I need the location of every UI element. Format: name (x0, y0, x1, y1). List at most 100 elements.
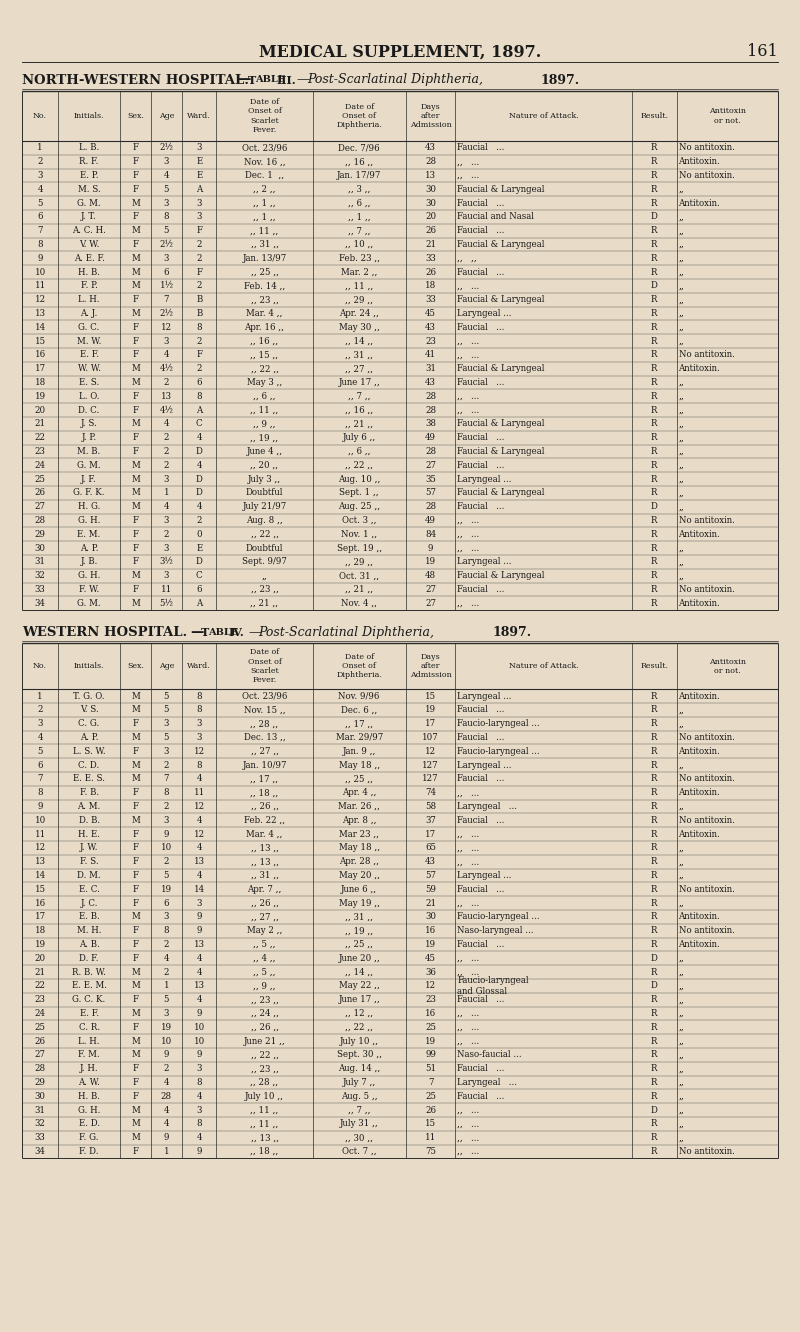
Text: 3: 3 (197, 212, 202, 221)
Text: Faucial   ...: Faucial ... (458, 733, 505, 742)
Text: ,,   ,,: ,, ,, (458, 254, 478, 262)
Text: 2: 2 (164, 858, 170, 866)
Text: 26: 26 (425, 226, 436, 236)
Text: Apr. 16 ,,: Apr. 16 ,, (245, 322, 285, 332)
Text: Sex.: Sex. (127, 112, 144, 120)
Text: ,,   ...: ,, ... (458, 899, 480, 907)
Text: Faucio-laryngeal ...: Faucio-laryngeal ... (458, 912, 540, 922)
Text: 4: 4 (197, 967, 202, 976)
Text: Antitoxin.: Antitoxin. (678, 530, 720, 539)
Text: R: R (651, 1010, 658, 1018)
Text: Nov. 4 ,,: Nov. 4 ,, (341, 599, 377, 607)
Text: ,,   ...: ,, ... (458, 789, 480, 797)
Text: R: R (651, 843, 658, 852)
Text: Dec. 7/96: Dec. 7/96 (338, 144, 380, 152)
Text: ,,: ,, (678, 761, 684, 770)
Text: F: F (196, 350, 202, 360)
Text: R: R (651, 1147, 658, 1156)
Text: F: F (133, 789, 138, 797)
Text: ,,: ,, (678, 1078, 684, 1087)
Text: R: R (651, 406, 658, 414)
Text: R: R (651, 1051, 658, 1059)
Text: ,, 31 ,,: ,, 31 ,, (345, 912, 373, 922)
Text: A: A (196, 406, 202, 414)
Text: 10: 10 (34, 268, 46, 277)
Text: 12: 12 (194, 747, 205, 755)
Text: ,,   ...: ,, ... (458, 967, 480, 976)
Text: ,, 23 ,,: ,, 23 ,, (250, 296, 278, 304)
Text: F. W.: F. W. (79, 585, 99, 594)
Text: 9: 9 (197, 926, 202, 935)
Text: Naso-faucial ...: Naso-faucial ... (458, 1051, 522, 1059)
Text: 22: 22 (34, 982, 46, 991)
Text: 9: 9 (197, 1051, 202, 1059)
Text: E: E (196, 170, 202, 180)
Text: May 18 ,,: May 18 ,, (338, 843, 380, 852)
Text: R: R (651, 995, 658, 1004)
Text: Mar 23 ,,: Mar 23 ,, (339, 830, 379, 839)
Text: 7: 7 (164, 774, 170, 783)
Text: ,,   ...: ,, ... (458, 337, 480, 345)
Text: G. C.: G. C. (78, 322, 100, 332)
Text: 2: 2 (197, 240, 202, 249)
Text: 4: 4 (164, 954, 170, 963)
Text: —: — (237, 73, 250, 87)
Text: F: F (196, 268, 202, 277)
Text: June 20 ,,: June 20 ,, (338, 954, 380, 963)
Text: 4: 4 (197, 433, 202, 442)
Text: Jan. 9 ,,: Jan. 9 ,, (342, 747, 376, 755)
Text: Initials.: Initials. (74, 112, 104, 120)
Text: ,, 25 ,,: ,, 25 ,, (250, 268, 278, 277)
Text: L. B.: L. B. (79, 144, 99, 152)
Text: Apr. 7 ,,: Apr. 7 ,, (247, 884, 282, 894)
Text: 19: 19 (425, 1036, 436, 1046)
Text: ,, 15 ,,: ,, 15 ,, (250, 350, 278, 360)
Text: M: M (131, 982, 140, 991)
Text: 36: 36 (425, 967, 436, 976)
Text: C. D.: C. D. (78, 761, 100, 770)
Text: Antitoxin.: Antitoxin. (678, 691, 720, 701)
Text: R: R (651, 1036, 658, 1046)
Text: 16: 16 (34, 350, 46, 360)
Text: 31: 31 (34, 1106, 46, 1115)
Text: 25: 25 (425, 1023, 436, 1032)
Text: —: — (296, 73, 310, 87)
Text: ,,: ,, (678, 322, 684, 332)
Text: ,,: ,, (678, 226, 684, 236)
Text: E. E. M.: E. E. M. (71, 982, 106, 991)
Text: F: F (133, 515, 138, 525)
Text: F. D.: F. D. (79, 1147, 99, 1156)
Text: 4½: 4½ (159, 406, 174, 414)
Text: ,,: ,, (678, 543, 684, 553)
Text: R: R (651, 337, 658, 345)
Text: Date of
Onset of
Scarlet
Fever.: Date of Onset of Scarlet Fever. (248, 649, 282, 685)
Text: 4: 4 (197, 502, 202, 511)
Text: Age: Age (159, 112, 174, 120)
Text: Faucial   ...: Faucial ... (458, 1092, 505, 1100)
Text: M: M (131, 706, 140, 714)
Text: 30: 30 (34, 543, 46, 553)
Text: ,,: ,, (678, 995, 684, 1004)
Text: 8: 8 (164, 212, 170, 221)
Text: ,, 22 ,,: ,, 22 ,, (250, 530, 278, 539)
Text: 84: 84 (425, 530, 436, 539)
Text: ,,: ,, (678, 420, 684, 429)
Text: F: F (133, 858, 138, 866)
Text: F: F (133, 926, 138, 935)
Text: Doubtful: Doubtful (246, 543, 283, 553)
Text: 18: 18 (425, 281, 436, 290)
Text: G. C. K.: G. C. K. (73, 995, 106, 1004)
Text: R: R (651, 474, 658, 484)
Text: 9: 9 (197, 1010, 202, 1018)
Text: M: M (131, 226, 140, 236)
Text: 4: 4 (197, 815, 202, 825)
Text: 33: 33 (34, 1134, 46, 1143)
Text: Laryngeal ...: Laryngeal ... (458, 309, 512, 318)
Text: Antitoxin.: Antitoxin. (678, 364, 720, 373)
Text: Jan. 17/97: Jan. 17/97 (337, 170, 382, 180)
Text: 12: 12 (161, 322, 172, 332)
Text: ,,: ,, (678, 212, 684, 221)
Text: Laryngeal   ...: Laryngeal ... (458, 1078, 518, 1087)
Text: July 6 ,,: July 6 ,, (342, 433, 376, 442)
Text: 13: 13 (34, 309, 46, 318)
